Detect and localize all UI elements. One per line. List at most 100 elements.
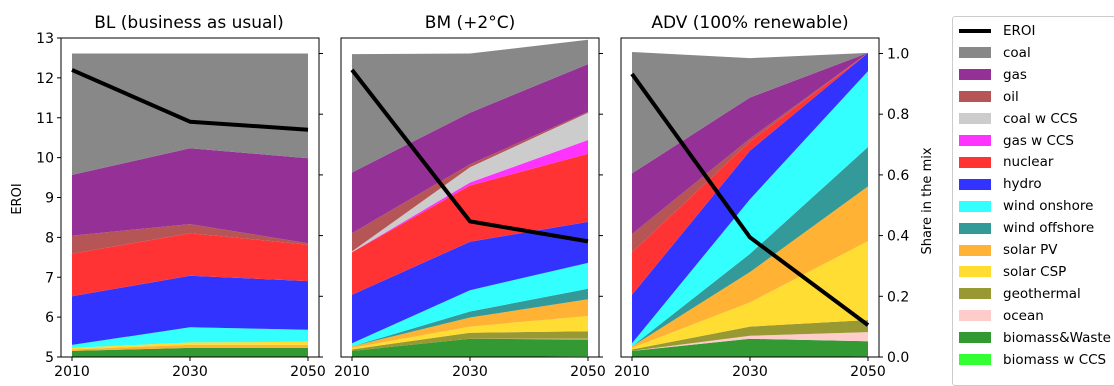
x-tick-label: 2050 (850, 364, 886, 380)
x-tick-label: 2010 (614, 364, 650, 380)
legend-label: oil (1003, 88, 1019, 105)
legend: EROI coal gas oil coal w CCS gas w CCS nuclear… (952, 16, 1114, 386)
legend-swatch (959, 266, 991, 278)
area-wind-onshore (632, 71, 868, 347)
legend-item: hydro (959, 174, 1042, 194)
x-tick-label: 2030 (732, 364, 768, 380)
legend-label: solar CSP (1003, 263, 1067, 280)
area-coal-w-ccs (352, 112, 588, 253)
share-tick-label: 0.4 (887, 229, 909, 245)
area-wind-offshore (352, 288, 588, 347)
legend-swatch (959, 354, 991, 365)
y-axis-label-eroi: EROI (10, 183, 25, 214)
legend-swatch (959, 244, 991, 256)
area-wind-onshore (72, 327, 308, 348)
area-nuclear (72, 233, 308, 297)
area-biomass-waste (632, 338, 868, 357)
legend-item: geothermal (959, 284, 1081, 304)
legend-item: gas (959, 65, 1027, 85)
legend-label: nuclear (1003, 154, 1054, 171)
y-tick-label: 6 (45, 310, 54, 326)
y-tick-label: 11 (36, 111, 54, 127)
legend-swatch (959, 288, 991, 300)
legend-swatch (959, 178, 991, 190)
area-geothermal (352, 331, 588, 351)
eroi-line (71, 68, 309, 132)
legend-item: coal w CCS (959, 109, 1078, 129)
legend-item: gas w CCS (959, 131, 1074, 151)
x-tick-label: 2050 (570, 364, 606, 380)
area-solar-csp (352, 316, 588, 350)
panel-bl: BL (business as usual) 2010 2030 2050 5 6 7 8 9… (36, 13, 326, 380)
share-tick-label: 1.0 (887, 47, 909, 63)
share-tick-label: 0.2 (887, 289, 909, 305)
area-geothermal (632, 320, 868, 351)
y-tick-label: 12 (36, 71, 54, 87)
legend-swatch (959, 47, 991, 59)
legend-swatch (959, 29, 991, 33)
legend-label: coal (1003, 44, 1031, 61)
legend-item: solar CSP (959, 262, 1066, 282)
legend-label: biomass w CCS (1003, 351, 1107, 368)
x-tick-label: 2010 (334, 364, 370, 380)
y-tick-label: 5 (45, 350, 54, 366)
legend-swatch (959, 69, 991, 81)
legend-swatch (959, 222, 991, 234)
eroi-line (350, 68, 589, 244)
legend-item: EROI (959, 21, 1036, 41)
x-tick-label: 2050 (290, 364, 326, 380)
legend-label: hydro (1003, 176, 1042, 193)
area-coal (632, 52, 868, 174)
area-solar-csp (72, 341, 308, 350)
area-gas (72, 148, 308, 244)
x-tick-label: 2030 (172, 364, 208, 380)
area-solar-pv (632, 186, 868, 348)
legend-label: wind offshore (1003, 220, 1095, 237)
legend-item: coal (959, 43, 1031, 63)
legend-swatch (959, 310, 991, 322)
legend-label: wind onshore (1003, 198, 1094, 215)
area-hydro (632, 52, 868, 344)
legend-swatch (959, 91, 991, 103)
panel-title: BL (business as usual) (94, 13, 284, 33)
y-tick-label: 7 (45, 270, 54, 286)
legend-label: solar PV (1003, 242, 1058, 258)
share-tick-label: 0.6 (887, 168, 909, 184)
legend-item: nuclear (959, 152, 1053, 172)
legend-swatch (959, 332, 991, 344)
legend-swatch (959, 135, 991, 146)
legend-item: wind offshore (959, 218, 1094, 238)
area-wind-onshore (352, 262, 588, 347)
legend-swatch (959, 156, 991, 168)
legend-item: biomass&Waste (959, 328, 1111, 348)
legend-label: ocean (1003, 307, 1044, 324)
legend-item: biomass w CCS (959, 350, 1106, 370)
area-ocean (632, 332, 868, 351)
panel-title: BM (+2°C) (425, 13, 515, 33)
legend-label: gas (1003, 66, 1027, 83)
panel-bm: BM (+2°C) 2010 2030 2050 (334, 13, 606, 380)
area-hydro (72, 275, 308, 345)
x-tick-label: 2010 (54, 364, 90, 380)
legend-label: EROI (1003, 23, 1036, 39)
y-tick-label: 9 (45, 191, 54, 207)
area-coal (352, 39, 588, 173)
area-biomass-waste (72, 347, 308, 357)
x-tick-label: 2030 (452, 364, 488, 380)
legend-label: geothermal (1003, 285, 1081, 302)
area-gas (632, 52, 868, 235)
legend-item: solar PV (959, 240, 1058, 260)
legend-item: wind onshore (959, 196, 1093, 216)
share-tick-label: 0.0 (887, 350, 909, 366)
y-tick-label: 8 (45, 230, 54, 246)
eroi-line (630, 72, 870, 327)
area-solar-csp (632, 241, 868, 350)
legend-item: oil (959, 87, 1019, 107)
area-oil (72, 224, 308, 254)
legend-label: gas w CCS (1003, 132, 1074, 149)
legend-label: coal w CCS (1003, 110, 1078, 127)
area-hydro (352, 221, 588, 344)
area-gas-w-ccs (352, 140, 588, 253)
